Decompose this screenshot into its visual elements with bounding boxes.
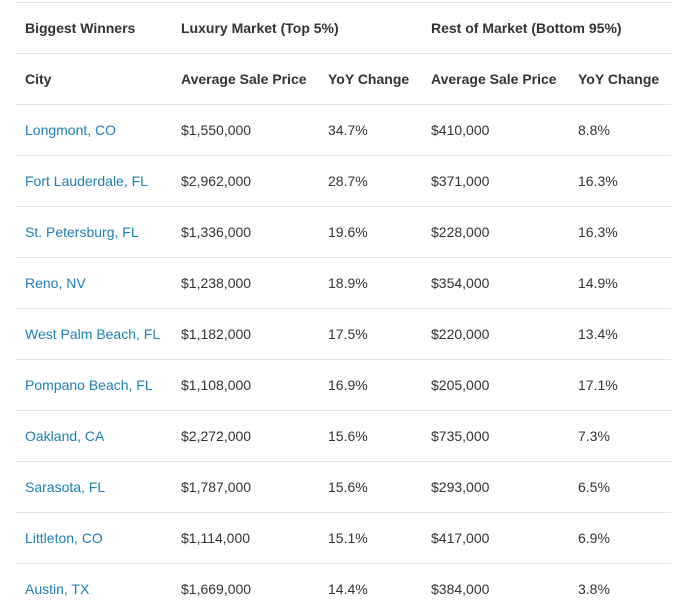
city-cell: Oakland, CA [15,411,171,462]
rest-yoy-change-cell: 17.1% [568,360,671,411]
rest-average-sale-price-cell: $371,000 [421,156,568,207]
rest-yoy-change-cell: 16.3% [568,207,671,258]
table-row: Austin, TX $1,669,000 14.4% $384,000 3.8… [15,564,671,614]
luxury-average-sale-price-cell: $1,238,000 [171,258,318,309]
rest-average-sale-price-cell: $410,000 [421,105,568,156]
city-link[interactable]: Littleton, CO [25,530,103,546]
city-link[interactable]: Oakland, CA [25,428,104,444]
table-row: West Palm Beach, FL $1,182,000 17.5% $22… [15,309,671,360]
rest-average-sale-price-cell: $293,000 [421,462,568,513]
rest-yoy-change-cell: 14.9% [568,258,671,309]
rest-average-sale-price-cell: $205,000 [421,360,568,411]
city-cell: Longmont, CO [15,105,171,156]
rest-average-sale-price-cell: $735,000 [421,411,568,462]
luxury-yoy-change-cell: 17.5% [318,309,421,360]
city-link[interactable]: Longmont, CO [25,122,116,138]
luxury-average-sale-price-cell: $1,114,000 [171,513,318,564]
luxury-yoy-change-cell: 15.1% [318,513,421,564]
biggest-winners-table-container: Biggest Winners Luxury Market (Top 5%) R… [15,2,671,614]
luxury-average-sale-price-cell: $1,787,000 [171,462,318,513]
rest-yoy-change-cell: 3.8% [568,564,671,614]
city-link[interactable]: Sarasota, FL [25,479,105,495]
luxury-yoy-change-cell: 34.7% [318,105,421,156]
luxury-yoy-change-cell: 15.6% [318,462,421,513]
table-body: Longmont, CO $1,550,000 34.7% $410,000 8… [15,105,671,614]
rest-average-sale-price-cell: $417,000 [421,513,568,564]
column-header-row: City Average Sale Price YoY Change Avera… [15,54,671,105]
column-header-rest-yoy-change: YoY Change [568,54,671,105]
city-cell: Austin, TX [15,564,171,614]
city-link[interactable]: St. Petersburg, FL [25,224,139,240]
rest-yoy-change-cell: 7.3% [568,411,671,462]
table-row: Littleton, CO $1,114,000 15.1% $417,000 … [15,513,671,564]
city-link[interactable]: Reno, NV [25,275,86,291]
column-header-rest-average-sale-price: Average Sale Price [421,54,568,105]
column-header-luxury-average-sale-price: Average Sale Price [171,54,318,105]
luxury-yoy-change-cell: 16.9% [318,360,421,411]
table-row: Pompano Beach, FL $1,108,000 16.9% $205,… [15,360,671,411]
group-header-rest-of-market: Rest of Market (Bottom 95%) [421,3,671,54]
column-header-luxury-yoy-change: YoY Change [318,54,421,105]
city-cell: Reno, NV [15,258,171,309]
luxury-yoy-change-cell: 19.6% [318,207,421,258]
city-link[interactable]: Austin, TX [25,581,89,597]
city-cell: Fort Lauderdale, FL [15,156,171,207]
city-cell: Pompano Beach, FL [15,360,171,411]
rest-average-sale-price-cell: $384,000 [421,564,568,614]
luxury-yoy-change-cell: 18.9% [318,258,421,309]
table-row: St. Petersburg, FL $1,336,000 19.6% $228… [15,207,671,258]
table-row: Oakland, CA $2,272,000 15.6% $735,000 7.… [15,411,671,462]
group-header-luxury-market: Luxury Market (Top 5%) [171,3,421,54]
table-row: Reno, NV $1,238,000 18.9% $354,000 14.9% [15,258,671,309]
rest-yoy-change-cell: 6.9% [568,513,671,564]
group-header-biggest-winners: Biggest Winners [15,3,171,54]
luxury-average-sale-price-cell: $1,108,000 [171,360,318,411]
rest-yoy-change-cell: 16.3% [568,156,671,207]
luxury-average-sale-price-cell: $2,272,000 [171,411,318,462]
luxury-average-sale-price-cell: $2,962,000 [171,156,318,207]
luxury-average-sale-price-cell: $1,550,000 [171,105,318,156]
luxury-average-sale-price-cell: $1,182,000 [171,309,318,360]
luxury-yoy-change-cell: 14.4% [318,564,421,614]
rest-yoy-change-cell: 8.8% [568,105,671,156]
rest-average-sale-price-cell: $220,000 [421,309,568,360]
luxury-yoy-change-cell: 28.7% [318,156,421,207]
city-link[interactable]: Fort Lauderdale, FL [25,173,148,189]
city-cell: St. Petersburg, FL [15,207,171,258]
city-cell: Littleton, CO [15,513,171,564]
table-row: Sarasota, FL $1,787,000 15.6% $293,000 6… [15,462,671,513]
rest-yoy-change-cell: 13.4% [568,309,671,360]
table-header: Biggest Winners Luxury Market (Top 5%) R… [15,3,671,105]
rest-average-sale-price-cell: $354,000 [421,258,568,309]
city-cell: West Palm Beach, FL [15,309,171,360]
luxury-average-sale-price-cell: $1,669,000 [171,564,318,614]
rest-yoy-change-cell: 6.5% [568,462,671,513]
luxury-yoy-change-cell: 15.6% [318,411,421,462]
table-row: Fort Lauderdale, FL $2,962,000 28.7% $37… [15,156,671,207]
luxury-average-sale-price-cell: $1,336,000 [171,207,318,258]
group-header-row: Biggest Winners Luxury Market (Top 5%) R… [15,3,671,54]
city-link[interactable]: West Palm Beach, FL [25,326,160,342]
column-header-city: City [15,54,171,105]
city-link[interactable]: Pompano Beach, FL [25,377,153,393]
biggest-winners-table: Biggest Winners Luxury Market (Top 5%) R… [15,2,671,614]
table-row: Longmont, CO $1,550,000 34.7% $410,000 8… [15,105,671,156]
city-cell: Sarasota, FL [15,462,171,513]
rest-average-sale-price-cell: $228,000 [421,207,568,258]
